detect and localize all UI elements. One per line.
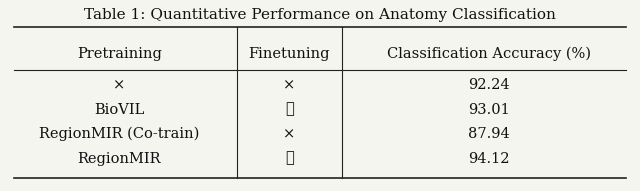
Text: Finetuning: Finetuning [249, 47, 330, 61]
Text: 93.01: 93.01 [468, 103, 509, 117]
Text: BioVIL: BioVIL [94, 103, 145, 117]
Text: 92.24: 92.24 [468, 78, 509, 92]
Text: ✓: ✓ [285, 151, 294, 166]
Text: ×: × [284, 78, 296, 92]
Text: 87.94: 87.94 [468, 127, 509, 141]
Text: ✓: ✓ [285, 103, 294, 117]
Text: ×: × [284, 127, 296, 141]
Text: 94.12: 94.12 [468, 151, 509, 166]
Text: Pretraining: Pretraining [77, 47, 162, 61]
Text: Table 1: Quantitative Performance on Anatomy Classification: Table 1: Quantitative Performance on Ana… [84, 8, 556, 22]
Text: RegionMIR (Co-train): RegionMIR (Co-train) [39, 127, 200, 141]
Text: ×: × [113, 78, 125, 92]
Text: Classification Accuracy (%): Classification Accuracy (%) [387, 47, 591, 61]
Text: RegionMIR: RegionMIR [77, 151, 161, 166]
